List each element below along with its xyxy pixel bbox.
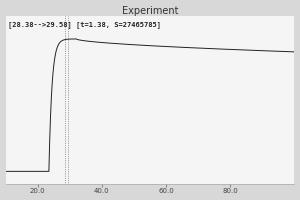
Text: [28.38-->29.58] [t=1.38, S=27465785]: [28.38-->29.58] [t=1.38, S=27465785] — [8, 21, 161, 28]
Title: Experiment: Experiment — [122, 6, 178, 16]
